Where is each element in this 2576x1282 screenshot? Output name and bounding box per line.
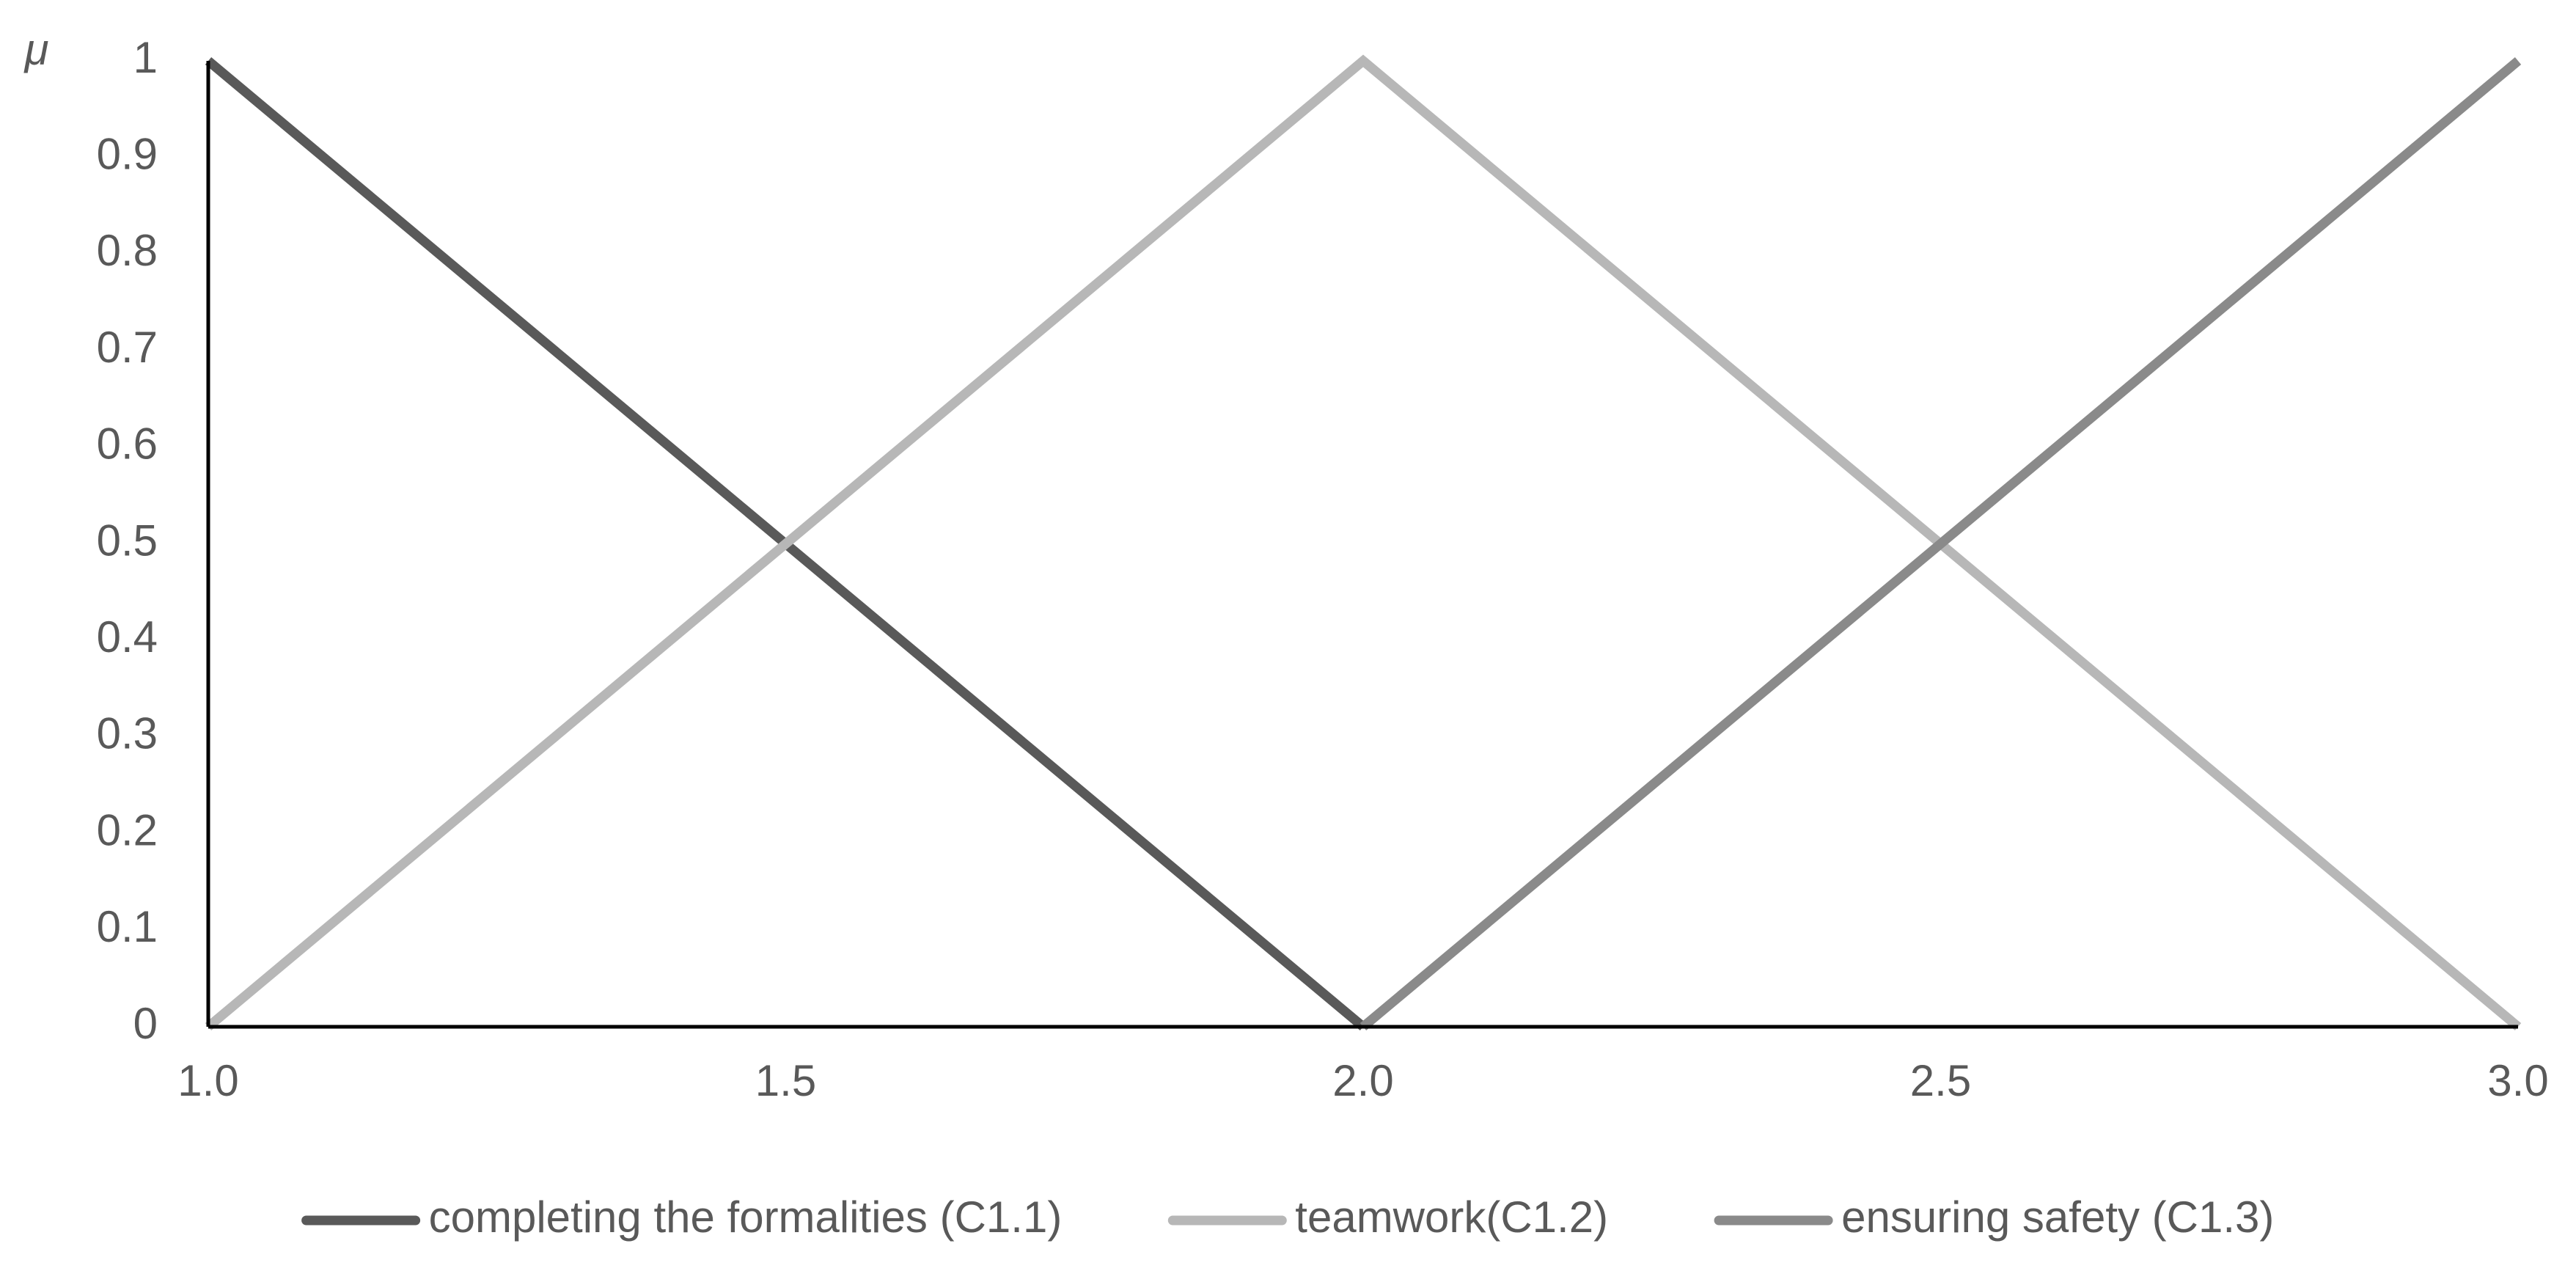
y-tick-label: 0.2: [97, 805, 158, 854]
y-tick-label: 0.8: [97, 226, 158, 275]
x-tick-label: 1.0: [177, 1056, 238, 1105]
legend-label: ensuring safety (C1.3): [1841, 1193, 2274, 1242]
legend-label: teamwork(C1.2): [1295, 1193, 1608, 1242]
legend-label: completing the formalities (C1.1): [429, 1193, 1063, 1242]
y-tick-label: 0.7: [97, 323, 158, 372]
x-tick-label: 2.0: [1332, 1056, 1393, 1105]
x-tick-label: 1.5: [755, 1056, 816, 1105]
y-tick-label: 0.4: [97, 612, 158, 662]
y-tick-label: 0: [133, 999, 158, 1048]
y-axis-label: μ: [23, 25, 49, 74]
y-tick-label: 0.9: [97, 130, 158, 179]
x-tick-label: 2.5: [1910, 1056, 1971, 1105]
series-line: [1359, 57, 2522, 1030]
y-tick-label: 0.3: [97, 709, 158, 758]
y-tick-label: 0.6: [97, 420, 158, 469]
y-tick-label: 0.1: [97, 902, 158, 951]
x-tick-label: 3.0: [2487, 1056, 2548, 1105]
y-tick-label: 1: [133, 33, 158, 82]
series-line: [205, 54, 2522, 1030]
y-tick-label: 0.5: [97, 516, 158, 565]
